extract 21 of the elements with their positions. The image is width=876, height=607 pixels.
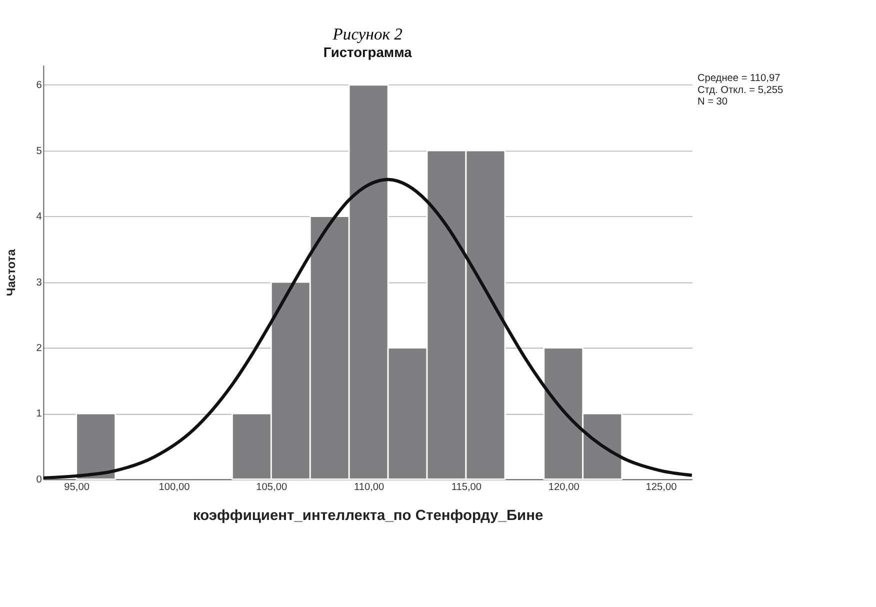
x-tick-label: 95,00 <box>64 482 90 493</box>
y-tick-label: 1 <box>36 408 42 420</box>
y-tick-label: 6 <box>36 80 42 92</box>
y-tick-label: 3 <box>36 277 42 288</box>
text: Среднее = 110,97 <box>697 72 781 84</box>
y-axis-title: Частота <box>4 248 18 296</box>
y-tick-label: 5 <box>36 146 42 157</box>
y-tick-label: 2 <box>36 343 42 354</box>
chart-title: Рисунок 2 <box>332 24 402 44</box>
chart-subtitle: Гистограмма <box>323 44 412 60</box>
x-tick-label: 100,00 <box>158 482 190 493</box>
y-tick-label: 4 <box>36 212 42 223</box>
x-axis-title: коэффициент_интеллекта_по Стенфорду_Бине <box>192 508 544 524</box>
x-tick-label: 115,00 <box>451 482 482 493</box>
text: N = 30 <box>697 96 728 108</box>
x-tick-label: 110,00 <box>354 482 384 493</box>
x-tick-label: 120,00 <box>548 482 580 493</box>
text: Стд. Откл. = 5,255 <box>697 84 784 96</box>
y-tick-label: 0 <box>36 474 42 486</box>
x-tick-label: 105,00 <box>256 482 288 493</box>
x-tick-label: 125,00 <box>646 482 678 493</box>
